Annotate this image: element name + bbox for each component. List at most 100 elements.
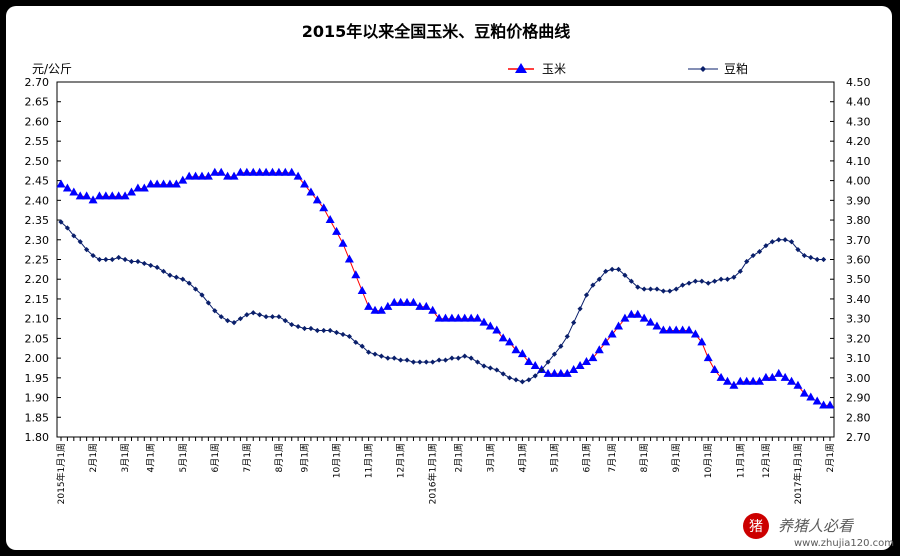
data-point-soymeal: [71, 233, 77, 239]
data-point-soymeal: [641, 286, 647, 292]
data-point-soymeal: [487, 365, 493, 371]
data-point-soymeal: [257, 312, 263, 318]
data-point-corn: [761, 372, 771, 381]
data-point-corn: [165, 179, 175, 188]
data-point-soymeal: [346, 333, 352, 340]
right-y-tick-label: 4.30: [846, 115, 871, 128]
data-point-soymeal: [173, 274, 179, 280]
data-point-soymeal: [699, 278, 705, 284]
data-point-corn: [338, 238, 348, 247]
data-point-corn: [697, 337, 707, 346]
data-point-corn: [710, 364, 720, 373]
data-point-corn: [742, 376, 752, 385]
data-point-soymeal: [263, 314, 269, 320]
data-point-corn: [505, 337, 515, 346]
right-y-tick-label: 3.50: [846, 273, 871, 286]
data-point-soymeal: [692, 278, 699, 284]
data-point-soymeal: [756, 249, 763, 255]
data-point-corn: [235, 167, 245, 176]
data-point-corn: [184, 171, 194, 180]
data-point-soymeal: [564, 333, 570, 340]
data-point-soymeal: [295, 323, 301, 330]
x-tick-label: 2015年1月1周: [55, 443, 67, 504]
x-tick-label: 12月1周: [761, 443, 772, 478]
data-point-soymeal: [731, 274, 737, 280]
data-point-soymeal: [763, 243, 769, 249]
right-y-tick-label: 3.60: [846, 254, 871, 267]
legend: 玉米 豆粕: [508, 61, 748, 76]
data-point-corn: [767, 372, 777, 381]
x-tick-label: 8月1周: [274, 443, 285, 472]
data-point-corn: [229, 171, 239, 180]
data-point-soymeal: [462, 353, 468, 359]
right-y-tick-label: 3.00: [846, 372, 871, 385]
left-y-tick-label: 2.00: [25, 352, 50, 365]
right-y-tick-label: 3.70: [846, 234, 871, 247]
data-point-corn: [755, 376, 765, 385]
data-point-soymeal: [635, 284, 641, 290]
data-point-corn: [114, 191, 124, 200]
data-point-corn: [511, 345, 521, 354]
data-point-corn: [434, 313, 444, 322]
data-point-soymeal: [506, 375, 513, 381]
data-point-corn: [428, 305, 438, 314]
watermark-brand: 养猪人必看: [778, 517, 855, 535]
data-point-corn: [191, 171, 201, 180]
data-point-corn: [415, 301, 425, 310]
data-point-soymeal: [513, 377, 519, 383]
right-y-tick-label: 4.10: [846, 155, 871, 168]
data-point-soymeal: [96, 256, 103, 263]
left-y-tick-label: 2.20: [25, 273, 50, 286]
data-point-corn: [82, 191, 92, 200]
data-point-soymeal: [712, 278, 718, 284]
x-tick-label: 2月1周: [825, 443, 836, 472]
data-point-soymeal: [359, 343, 365, 349]
data-point-corn: [729, 380, 739, 389]
data-point-soymeal: [571, 320, 577, 326]
left-y-axis: 1.80 1.85 1.90 1.95 2.00 2.05 2.10 2.15 2.20 2.25…: [25, 76, 61, 444]
data-point-corn: [658, 325, 668, 334]
data-point-corn: [56, 179, 66, 188]
left-y-tick-label: 1.80: [25, 431, 50, 444]
data-point-soymeal: [417, 359, 423, 365]
data-point-soymeal: [545, 359, 551, 365]
left-y-tick-label: 2.30: [25, 234, 50, 247]
data-point-soymeal: [814, 256, 820, 263]
data-point-soymeal: [218, 314, 224, 320]
data-point-soymeal: [366, 349, 372, 355]
x-tick-label: 10月1周: [703, 443, 714, 478]
data-point-corn: [479, 317, 489, 326]
data-point-corn: [646, 317, 656, 326]
watermark-logo-text: 猪: [749, 519, 763, 535]
data-point-corn: [376, 305, 386, 314]
data-point-soymeal: [282, 318, 288, 324]
data-point-corn: [178, 175, 188, 184]
data-point-corn: [267, 167, 277, 176]
left-y-tick-label: 2.35: [25, 214, 50, 227]
data-point-corn: [421, 301, 431, 310]
data-point-soymeal: [212, 308, 218, 314]
right-y-tick-label: 3.40: [846, 293, 871, 306]
data-point-corn: [287, 167, 297, 176]
x-tick-label: 5月1周: [178, 443, 189, 472]
right-y-tick-label: 2.70: [846, 431, 871, 444]
data-point-corn: [588, 353, 598, 362]
data-point-corn: [575, 361, 585, 369]
x-tick-label: 9月1周: [671, 443, 682, 472]
x-tick-label: 6月1周: [210, 443, 221, 472]
data-point-soymeal: [398, 357, 404, 363]
data-point-soymeal: [148, 262, 154, 269]
data-point-corn: [402, 297, 412, 306]
right-y-tick-label: 4.00: [846, 175, 871, 188]
data-point-soymeal: [468, 355, 474, 361]
data-point-corn: [556, 368, 566, 377]
data-point-corn: [543, 368, 553, 377]
data-point-corn: [787, 376, 797, 385]
data-point-soymeal: [423, 359, 429, 365]
y-axis-unit: 元/公斤: [32, 62, 72, 76]
data-point-soymeal: [519, 379, 525, 385]
data-point-soymeal: [192, 286, 199, 292]
data-point-soymeal: [442, 357, 449, 363]
data-point-corn: [69, 187, 79, 196]
chart-panel: [6, 6, 892, 550]
